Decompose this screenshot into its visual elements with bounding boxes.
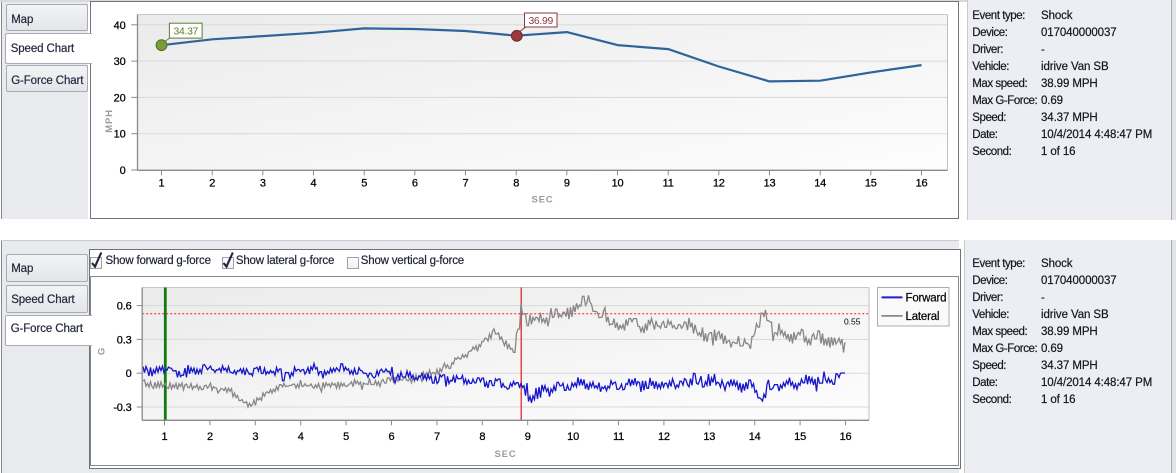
svg-text:13: 13 [703,431,715,443]
svg-text:0.55: 0.55 [844,317,861,327]
svg-text:SEC: SEC [532,195,554,206]
svg-text:11: 11 [663,177,674,189]
svg-text:16: 16 [840,431,852,443]
svg-text:Forward: Forward [906,293,947,305]
svg-text:-0.3: -0.3 [113,402,131,414]
svg-text:6: 6 [389,431,395,443]
svg-text:4: 4 [298,431,304,443]
svg-text:0.6: 0.6 [117,301,132,313]
svg-text:4: 4 [311,177,317,189]
svg-text:13: 13 [764,177,776,189]
svg-text:16: 16 [916,177,928,189]
svg-text:9: 9 [564,177,570,189]
svg-text:7: 7 [434,431,440,443]
svg-text:3: 3 [260,177,266,189]
svg-text:3: 3 [252,431,258,443]
svg-text:7: 7 [463,177,469,189]
svg-text:2: 2 [207,431,213,443]
svg-text:14: 14 [749,431,761,443]
svg-text:12: 12 [658,431,670,443]
svg-text:G: G [97,347,108,355]
svg-text:11: 11 [613,431,624,443]
svg-text:9: 9 [525,431,531,443]
svg-text:2: 2 [209,177,215,189]
svg-text:0: 0 [120,165,126,177]
svg-text:1: 1 [159,177,165,189]
svg-text:10: 10 [612,177,624,189]
svg-text:0.3: 0.3 [117,334,132,346]
svg-text:8: 8 [479,431,485,443]
svg-text:20: 20 [114,92,126,104]
svg-text:5: 5 [361,177,367,189]
svg-text:5: 5 [343,431,349,443]
svg-text:0: 0 [126,368,132,380]
svg-text:10: 10 [567,431,579,443]
svg-text:36.99: 36.99 [528,16,553,27]
svg-text:40: 40 [114,20,126,32]
svg-text:MPH: MPH [104,109,115,133]
svg-text:12: 12 [713,177,725,189]
svg-text:15: 15 [865,177,877,189]
svg-text:15: 15 [794,431,806,443]
svg-text:8: 8 [513,177,519,189]
svg-text:34.37: 34.37 [174,26,199,37]
svg-text:SEC: SEC [495,449,517,460]
svg-text:10: 10 [114,129,126,141]
svg-text:6: 6 [412,177,418,189]
svg-text:14: 14 [814,177,826,189]
svg-text:Lateral: Lateral [906,311,940,323]
svg-text:30: 30 [114,56,126,68]
svg-text:1: 1 [162,431,168,443]
